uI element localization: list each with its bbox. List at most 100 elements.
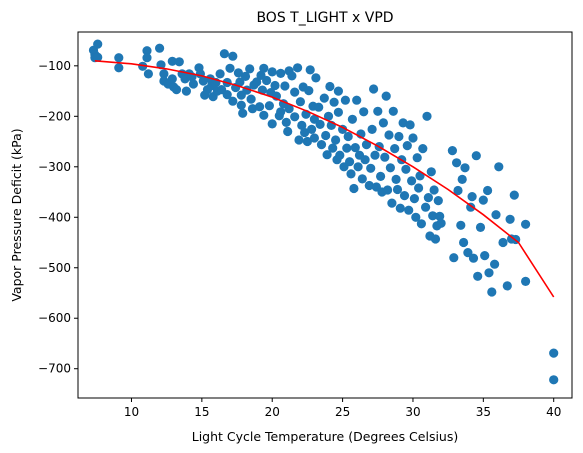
- data-point: [296, 97, 305, 106]
- y-tick-label: −300: [38, 160, 71, 174]
- data-point: [494, 162, 503, 171]
- data-point: [262, 76, 271, 85]
- data-point: [394, 132, 403, 141]
- data-point: [280, 81, 289, 90]
- data-point: [144, 69, 153, 78]
- data-point: [393, 185, 402, 194]
- data-point: [247, 95, 256, 104]
- data-point: [259, 111, 268, 120]
- data-point: [370, 151, 379, 160]
- data-point: [396, 204, 405, 213]
- data-point: [290, 112, 299, 121]
- y-tick-label: −500: [38, 261, 71, 275]
- data-point: [382, 92, 391, 101]
- data-point: [268, 119, 277, 128]
- data-point: [352, 96, 361, 105]
- data-point: [373, 107, 382, 116]
- data-point: [456, 221, 465, 230]
- data-point: [407, 176, 416, 185]
- data-point: [406, 120, 415, 129]
- data-point: [490, 260, 499, 269]
- data-point: [424, 193, 433, 202]
- data-point: [431, 234, 440, 243]
- x-axis: 10 15 20 25 30 35 40: [124, 398, 562, 419]
- data-point: [369, 84, 378, 93]
- data-point: [448, 146, 457, 155]
- data-point: [510, 191, 519, 200]
- data-point: [484, 268, 493, 277]
- data-point: [344, 132, 353, 141]
- data-point: [255, 102, 264, 111]
- data-point: [460, 163, 469, 172]
- data-point: [276, 69, 285, 78]
- data-point: [452, 158, 461, 167]
- data-point: [245, 64, 254, 73]
- data-point: [334, 108, 343, 117]
- data-point: [238, 109, 247, 118]
- data-point: [282, 118, 291, 127]
- data-point: [330, 98, 339, 107]
- data-point: [404, 206, 413, 215]
- data-point: [114, 53, 123, 62]
- data-point: [175, 57, 184, 66]
- y-axis: −100−200−300−400−500−600−700: [38, 59, 78, 376]
- data-point: [294, 135, 303, 144]
- data-point: [168, 74, 177, 83]
- data-point: [331, 135, 340, 144]
- data-point: [437, 219, 446, 228]
- data-point: [449, 253, 458, 262]
- data-point: [304, 86, 313, 95]
- x-tick-label: 40: [546, 405, 561, 419]
- data-point: [473, 272, 482, 281]
- data-point: [417, 219, 426, 228]
- data-point: [114, 63, 123, 72]
- data-point: [310, 133, 319, 142]
- plot-area: [89, 40, 558, 385]
- x-tick-label: 30: [405, 405, 420, 419]
- y-tick-label: −400: [38, 210, 71, 224]
- data-point: [293, 63, 302, 72]
- data-point: [270, 81, 279, 90]
- data-point: [483, 186, 492, 195]
- data-point: [403, 141, 412, 150]
- data-point: [472, 151, 481, 160]
- data-point: [418, 144, 427, 153]
- data-point: [276, 107, 285, 116]
- data-point: [506, 215, 515, 224]
- x-tick-label: 15: [194, 405, 209, 419]
- data-point: [314, 103, 323, 112]
- data-point: [342, 144, 351, 153]
- data-point: [487, 287, 496, 296]
- data-point: [422, 112, 431, 121]
- data-point: [401, 165, 410, 174]
- y-tick-label: −100: [38, 59, 71, 73]
- x-tick-label: 35: [476, 405, 491, 419]
- data-point: [328, 144, 337, 153]
- data-point: [390, 144, 399, 153]
- data-point: [469, 254, 478, 263]
- data-point: [237, 101, 246, 110]
- data-point: [345, 157, 354, 166]
- data-point: [427, 167, 436, 176]
- data-point: [459, 238, 468, 247]
- data-point: [458, 175, 467, 184]
- data-point: [413, 153, 422, 162]
- data-point: [376, 172, 385, 181]
- data-point: [349, 184, 358, 193]
- data-point: [379, 118, 388, 127]
- data-point: [503, 281, 512, 290]
- x-tick-label: 25: [335, 405, 350, 419]
- data-point: [421, 203, 430, 212]
- data-point: [335, 151, 344, 160]
- data-point: [549, 349, 558, 358]
- data-point: [228, 97, 237, 106]
- data-point: [259, 64, 268, 73]
- data-point: [549, 375, 558, 384]
- data-point: [334, 87, 343, 96]
- data-point: [325, 82, 334, 91]
- data-point: [321, 131, 330, 140]
- y-tick-label: −200: [38, 109, 71, 123]
- data-point: [358, 174, 367, 183]
- data-point: [287, 71, 296, 80]
